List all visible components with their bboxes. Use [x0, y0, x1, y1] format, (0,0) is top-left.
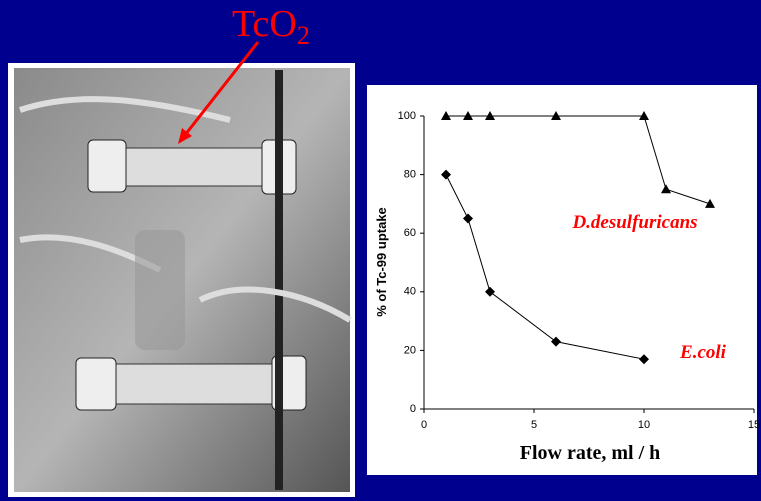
slide: TcO2 % of Tc-99 uptake Flow rate, ml / h… — [0, 0, 761, 501]
series-label: D.desulfuricans — [571, 212, 697, 233]
y-tick-label: 60 — [404, 227, 416, 239]
series-label: E.coli — [679, 342, 727, 363]
chart-panel — [367, 85, 757, 475]
y-tick-label: 100 — [398, 110, 416, 122]
page: TcO2 % of Tc-99 uptake Flow rate, ml / h… — [0, 0, 761, 501]
x-tick-label: 10 — [638, 419, 650, 431]
x-axis-label: Flow rate, ml / h — [520, 442, 661, 464]
y-tick-label: 80 — [404, 169, 416, 181]
x-tick-label: 15 — [748, 419, 760, 431]
annotation-subscript: 2 — [297, 21, 310, 50]
y-tick-label: 20 — [404, 344, 416, 356]
x-tick-label: 0 — [421, 419, 427, 431]
x-tick-label: 5 — [531, 419, 537, 431]
annotation-main: TcO — [232, 3, 297, 45]
y-tick-label: 0 — [410, 403, 416, 415]
y-axis-label: % of Tc-99 uptake — [374, 207, 389, 317]
y-tick-label: 40 — [404, 286, 416, 298]
photo — [8, 63, 355, 497]
